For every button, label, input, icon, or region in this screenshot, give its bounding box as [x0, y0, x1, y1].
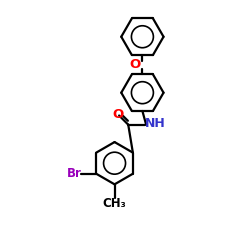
- Text: CH₃: CH₃: [103, 197, 126, 210]
- Text: Br: Br: [66, 167, 81, 180]
- Text: NH: NH: [145, 117, 166, 130]
- Text: O: O: [112, 108, 124, 121]
- Text: O: O: [129, 58, 140, 71]
